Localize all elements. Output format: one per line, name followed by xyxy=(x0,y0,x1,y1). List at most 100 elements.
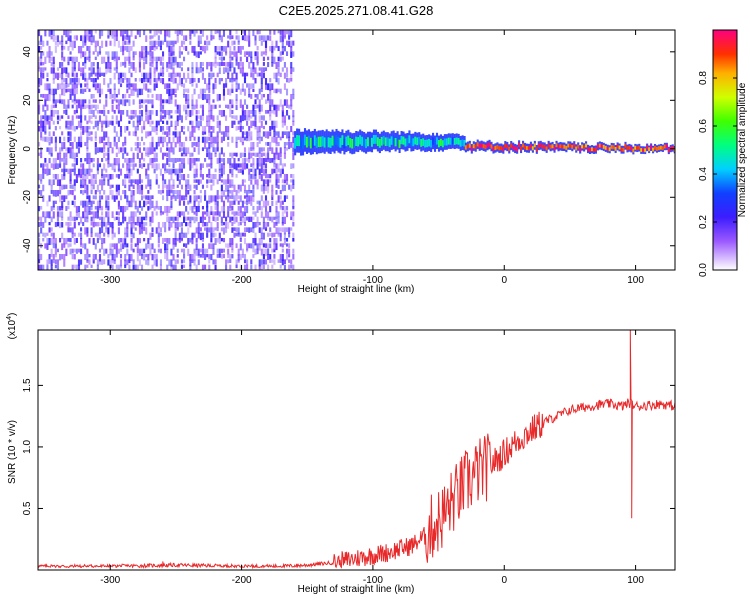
heatmap-cell xyxy=(90,206,93,211)
heatmap-cell xyxy=(67,104,70,109)
heatmap-cell xyxy=(168,62,171,69)
heatmap-cell xyxy=(239,222,242,226)
heatmap-cell xyxy=(153,67,156,74)
heatmap-cell xyxy=(153,206,156,211)
heatmap-cell xyxy=(63,67,66,73)
heatmap-cell xyxy=(176,174,179,181)
heatmap-cell xyxy=(212,232,215,238)
heatmap-cell xyxy=(101,184,104,191)
heatmap-cell xyxy=(147,200,150,205)
heatmap-cell xyxy=(435,137,439,145)
heatmap-cell xyxy=(138,190,141,195)
heatmap-cell xyxy=(243,206,247,211)
heatmap-cell xyxy=(292,152,295,160)
heatmap-cell xyxy=(264,35,268,43)
heatmap-cell xyxy=(269,126,272,132)
heatmap-cell xyxy=(285,99,289,107)
heatmap-cell xyxy=(424,139,427,148)
heatmap-cell xyxy=(174,94,177,98)
heatmap-cell xyxy=(103,163,106,171)
heatmap-cell xyxy=(195,174,198,178)
heatmap-cell xyxy=(506,144,509,149)
heatmap-cell xyxy=(130,216,133,222)
heatmap-cell xyxy=(134,200,137,208)
heatmap-cell xyxy=(241,67,244,74)
heatmap-cell xyxy=(143,158,146,162)
heatmap-cell xyxy=(231,243,234,251)
heatmap-cell xyxy=(94,195,97,200)
heatmap-cell xyxy=(115,131,118,137)
heatmap-cell xyxy=(155,174,158,180)
heatmap-cell xyxy=(40,94,43,98)
heatmap-cell xyxy=(59,206,62,211)
heatmap-cell xyxy=(508,146,511,151)
heatmap-cell xyxy=(182,158,186,164)
heatmap-cell xyxy=(96,259,99,266)
heatmap-cell xyxy=(290,174,293,178)
heatmap-cell xyxy=(260,94,263,100)
heatmap-cell xyxy=(275,190,278,195)
heatmap-cell xyxy=(250,56,253,64)
heatmap-cell xyxy=(71,216,74,221)
heatmap-cell xyxy=(67,120,70,126)
heatmap-cell xyxy=(140,136,144,142)
heatmap-cell xyxy=(138,227,141,235)
heatmap-cell xyxy=(353,138,356,149)
heatmap-cell xyxy=(233,40,236,45)
heatmap-cell xyxy=(113,67,116,71)
heatmap-cell xyxy=(279,56,282,62)
heatmap-cell xyxy=(111,254,114,261)
heatmap-cell xyxy=(157,30,160,34)
heatmap-cell xyxy=(124,99,127,107)
heatmap-cell xyxy=(193,30,196,37)
heatmap-cell xyxy=(176,216,179,222)
heatmap-cell xyxy=(124,243,127,248)
heatmap-cell xyxy=(140,190,144,195)
heatmap-cell xyxy=(73,40,76,49)
heatmap-cell xyxy=(73,99,76,105)
heatmap-cell xyxy=(69,51,72,55)
heatmap-cell xyxy=(75,179,78,184)
heatmap-cell xyxy=(48,51,51,58)
heatmap-cell xyxy=(231,222,234,227)
heatmap-cell xyxy=(80,35,83,42)
heatmap-cell xyxy=(140,46,144,53)
heatmap-cell xyxy=(138,216,141,222)
heatmap-cell xyxy=(273,136,276,143)
heatmap-cell xyxy=(250,147,253,152)
heatmap-cell xyxy=(145,168,148,176)
heatmap-cell xyxy=(164,179,167,185)
heatmap-cell xyxy=(178,104,181,111)
heatmap-cell xyxy=(206,99,209,104)
heatmap-cell xyxy=(172,88,175,95)
heatmap-cell xyxy=(292,174,295,179)
heatmap-cell xyxy=(88,254,91,258)
heatmap-cell xyxy=(212,62,215,67)
heatmap-cell xyxy=(210,104,213,111)
heatmap-cell xyxy=(168,46,171,52)
heatmap-cell xyxy=(172,254,175,261)
heatmap-cell xyxy=(48,238,51,246)
heatmap-cell xyxy=(130,179,133,187)
heatmap-cell xyxy=(48,131,51,137)
heatmap-cell xyxy=(50,152,53,157)
heatmap-cell xyxy=(38,126,41,132)
heatmap-cell xyxy=(216,120,219,128)
heatmap-cell xyxy=(210,131,213,138)
heatmap-cell xyxy=(151,211,154,217)
heatmap-cell xyxy=(235,30,238,35)
y-tick-label: 40 xyxy=(22,46,33,58)
heatmap-cell xyxy=(596,144,599,149)
heatmap-cell xyxy=(61,88,64,96)
heatmap-cell xyxy=(258,163,261,167)
heatmap-cell xyxy=(77,211,81,219)
heatmap-cell xyxy=(225,46,228,54)
heatmap-cell xyxy=(159,62,162,66)
heatmap-cell xyxy=(180,51,183,55)
heatmap-cell xyxy=(239,67,242,74)
heatmap-cell xyxy=(178,46,181,53)
heatmap-cell xyxy=(98,110,102,114)
heatmap-cell xyxy=(288,136,291,142)
heatmap-cell xyxy=(168,206,171,213)
heatmap-cell xyxy=(180,40,183,48)
